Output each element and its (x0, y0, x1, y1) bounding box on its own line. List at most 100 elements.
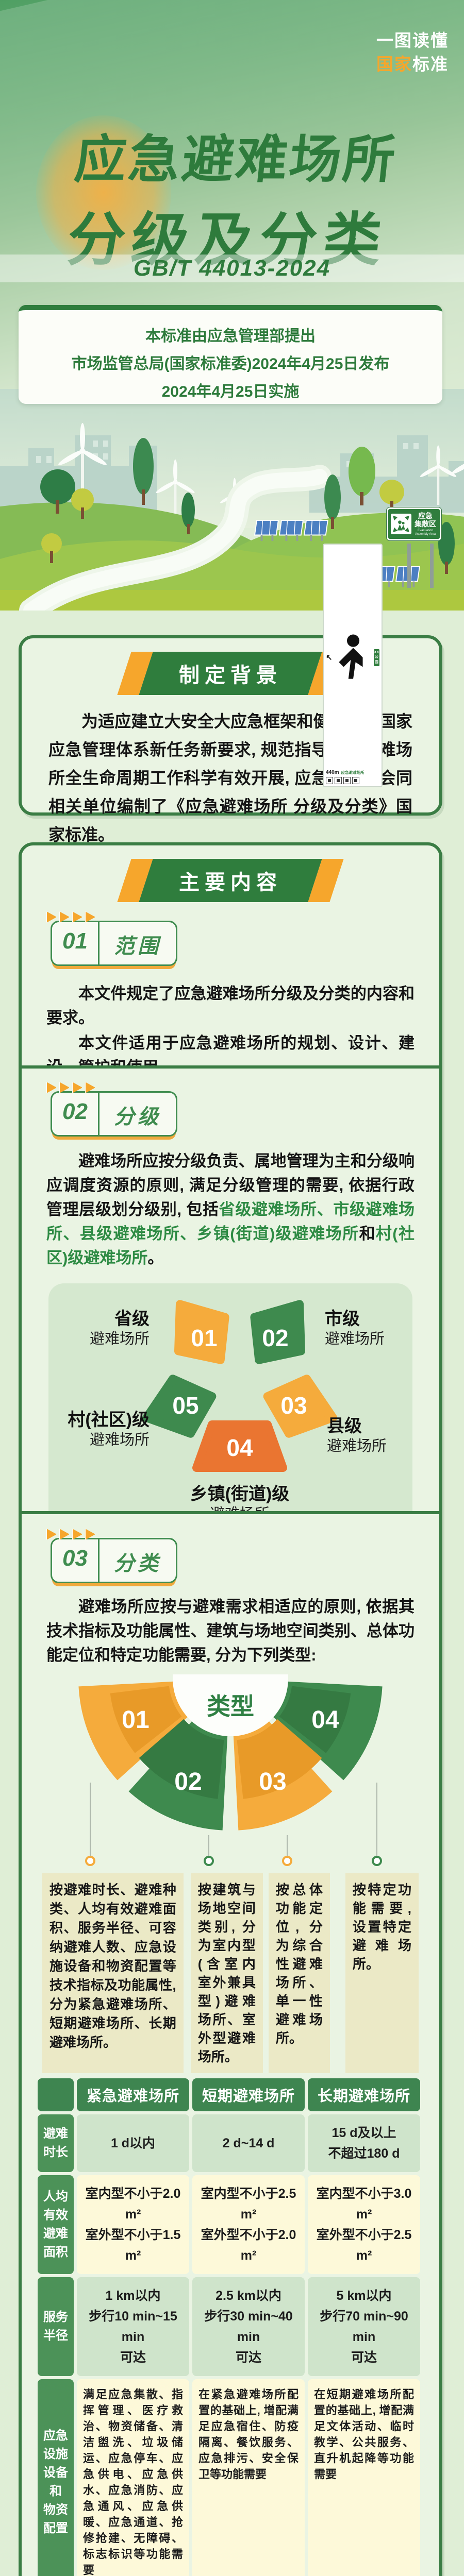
scene-art (0, 389, 464, 611)
badge-scope: 01 范围 (46, 911, 177, 966)
section-grading: 02 分级 避难场所应按分级负责、属地管理为主和分级响应调度资源的原则, 满足分… (22, 1065, 439, 1511)
mini-pictogram (343, 777, 351, 784)
mini-pictograms (326, 777, 379, 784)
table-cell: 室内型不小于2.0 m² 室外型不小于1.5 m² (77, 2175, 189, 2274)
classification-title: 分类 (113, 1552, 161, 1575)
park-name-label: XX公园 (373, 649, 379, 666)
badge-classification: 03 分类 (46, 1529, 177, 1583)
grading-title: 分级 (113, 1106, 161, 1128)
type-notes: 按避难时长、避难种类、人均有效避难面积、服务半径、可容纳避难人数、应急设施设备和… (42, 1873, 419, 2073)
main-banner-title: 主要内容 (179, 871, 282, 894)
level-label-township: 乡镇(街道)级 避难场所 (190, 1484, 290, 1511)
classification-paragraph: 避难场所应按与避难需求相适应的原则, 依据其技术指标及功能属性、建筑与场地空间类… (46, 1598, 415, 1664)
shelter-label: 应急避难场所 (341, 770, 364, 775)
level-label-village: 村(社区)级 避难场所 (68, 1410, 150, 1448)
scope-title: 范围 (113, 935, 161, 958)
tagline-rest: 标准 (412, 55, 449, 74)
mini-pictogram (335, 777, 342, 784)
table-cell: 2.5 km以内 步行30 min~40 min 可达 (192, 2277, 305, 2376)
issuance-notice: 本标准由应急管理部提出 市场监管总局(国家标准委)2024年4月25日发布 20… (19, 305, 442, 404)
pentagon-num-2: 02 (262, 1325, 288, 1351)
level-label-city: 市级 避难场所 (325, 1309, 385, 1347)
shelter-guide-signboard: ↖ XX公园 440m 应急避难场所 (323, 544, 383, 787)
table-cell: 1 km以内 步行10 min~15 min 可达 (77, 2277, 189, 2376)
assembly-arrows-icon (391, 514, 411, 534)
tagline-accent: 国家 (376, 55, 412, 74)
grading-paragraph: 避难场所应按分级负责、属地管理为主和分级响应调度资源的原则, 满足分级管理的需要… (46, 1152, 415, 1267)
card-main-content: 主要内容 01 范围 本文件规定了应急避难场所分级及分类的内容和要求。 本文件适… (19, 842, 442, 2576)
type-note-3: 按总体功能定位, 分为综合性避难场所、单一性避难场所。 (268, 1873, 330, 2073)
level-label-provincial: 省级 避难场所 (89, 1309, 150, 1347)
fan-center-label: 类型 (207, 1693, 254, 1720)
grading-number: 02 (62, 1099, 88, 1124)
triangle-decor-icons (46, 911, 95, 923)
fan-num-3: 03 (259, 1768, 286, 1795)
grading-highlight-1: 省级避难场所、市级避难场所、县级避难场所、乡镇(街道)级避难场所 (46, 1200, 415, 1243)
shelter-comparison-table: 紧急避难场所 短期避难场所 长期避难场所 避难 时长 1 d以内 2 d~14 … (38, 2078, 423, 2576)
table-cell: 室内型不小于3.0 m² 室外型不小于2.5 m² (308, 2175, 420, 2274)
row-label-radius: 服务 半径 (38, 2277, 74, 2376)
sun-circle (36, 115, 171, 270)
section-classification: 03 分类 避难场所应按与避难需求相适应的原则, 依据其技术指标及功能属性、建筑… (22, 1511, 439, 2576)
table-cell: 室内型不小于2.5 m² 室外型不小于2.0 m² (192, 2175, 305, 2274)
direction-arrow-icon: ↖ (326, 653, 333, 662)
tagline-line1: 一图读懂 (376, 31, 449, 50)
notice-line2: 市场监管总局(国家标准委)2024年4月25日发布 (71, 355, 390, 372)
grading-highlight-2: 村(社区)级避难场所 (46, 1225, 415, 1267)
type-note-1: 按避难时长、避难种类、人均有效避难面积、服务半径、可容纳避难人数、应急设施设备和… (42, 1873, 184, 2073)
page-title: 应急避难场所 分级及分类 (0, 117, 464, 277)
tagline-line2: 国家标准 (376, 53, 449, 76)
fan-num-1: 01 (122, 1706, 149, 1734)
notice-line1: 本标准由应急管理部提出 (145, 328, 316, 345)
table-cell: 1 d以内 (77, 2114, 189, 2172)
table-cell: 在紧急避难场所配置的基础上, 增配满足应急宿住、防疫隔离、餐饮服务、应急排污、安… (192, 2379, 305, 2576)
trees (40, 438, 455, 574)
type-note-2: 按建筑与场地空间类别, 分为室内型(含室内室外兼具型)避难场所、室外型避难场所。 (190, 1873, 263, 2073)
fan-num-4: 04 (311, 1706, 339, 1734)
corner-cell (38, 2078, 74, 2111)
standard-code-strip: GB/T 44013-2024 (0, 255, 464, 282)
table-cell: 2 d~14 d (192, 2114, 305, 2172)
distance-label: 440m (326, 770, 339, 775)
classification-number: 03 (62, 1546, 88, 1571)
table-cell: 5 km以内 步行70 min~90 min 可达 (308, 2277, 420, 2376)
mini-pictogram (326, 777, 333, 784)
pentagon-num-1: 01 (191, 1325, 217, 1351)
col-header-short-term: 短期避难场所 (192, 2078, 305, 2111)
row-label-facilities: 应急 设施 设备 和 物资 配置 (38, 2379, 74, 2576)
pentagon-num-4: 04 (226, 1434, 253, 1461)
type-note-4: 按特定功能需要, 设置特定避难场所。 (345, 1873, 419, 2073)
assembly-sign-zh: 应急 集散区 (415, 512, 436, 528)
row-label-area: 人均 有效 避难 面积 (38, 2175, 74, 2274)
col-header-long-term: 长期避难场所 (308, 2078, 420, 2111)
section-scope: 主要内容 01 范围 本文件规定了应急避难场所分级及分类的内容和要求。 本文件适… (22, 845, 439, 1065)
grading-pentagon-diagram: 01 02 03 05 (48, 1283, 412, 1511)
pentagon-num-3: 03 (280, 1392, 307, 1419)
section-banner: 主要内容 (22, 859, 439, 902)
tagline: 一图读懂 国家标准 (376, 29, 449, 76)
running-man-icon (334, 547, 372, 768)
table-cell: 在短期避难场所配置的基础上, 增配满足文体活动、临时教学、公共服务、直升机起降等… (308, 2379, 420, 2576)
row-label-duration: 避难 时长 (38, 2114, 74, 2172)
evacuation-assembly-sign: 应急 集散区 Evacuation Assembly Area (386, 507, 442, 541)
fan-num-2: 02 (174, 1768, 202, 1795)
pentagon-num-5: 05 (172, 1392, 198, 1419)
table-cell: 15 d及以上 不超过180 d (308, 2114, 420, 2172)
standard-code: GB/T 44013-2024 (133, 256, 331, 281)
scope-paragraph-1: 本文件规定了应急避难场所分级及分类的内容和要求。 (46, 985, 415, 1027)
level-label-county: 县级 避难场所 (327, 1416, 387, 1454)
fan-chart: 类型 01 02 03 04 (78, 1621, 383, 1866)
park-illustration: 应急 集散区 Evacuation Assembly Area ↖ XX公园 4… (0, 389, 464, 787)
badge-grading: 02 分级 (46, 1082, 177, 1137)
background-banner-title: 制定背景 (179, 664, 282, 687)
title-line1: 应急避难场所 (72, 131, 400, 189)
scope-paragraph-2: 本文件适用于应急避难场所的规划、设计、建设、管护和使用。 (46, 1034, 415, 1065)
mini-pictogram (352, 777, 359, 784)
scope-number: 01 (62, 928, 88, 954)
type-fan-diagram: 类型 01 02 03 04 (40, 1621, 421, 1871)
pentagon-shapes: 01 02 03 05 (142, 1300, 338, 1472)
table-cell: 满足应急集散、指挥管理、医疗救治、物资储备、清洁盥洗、垃圾储运、应急停车、应急供… (77, 2379, 189, 2576)
col-header-emergency: 紧急避难场所 (77, 2078, 189, 2111)
notice-line3: 2024年4月25日实施 (161, 383, 300, 400)
